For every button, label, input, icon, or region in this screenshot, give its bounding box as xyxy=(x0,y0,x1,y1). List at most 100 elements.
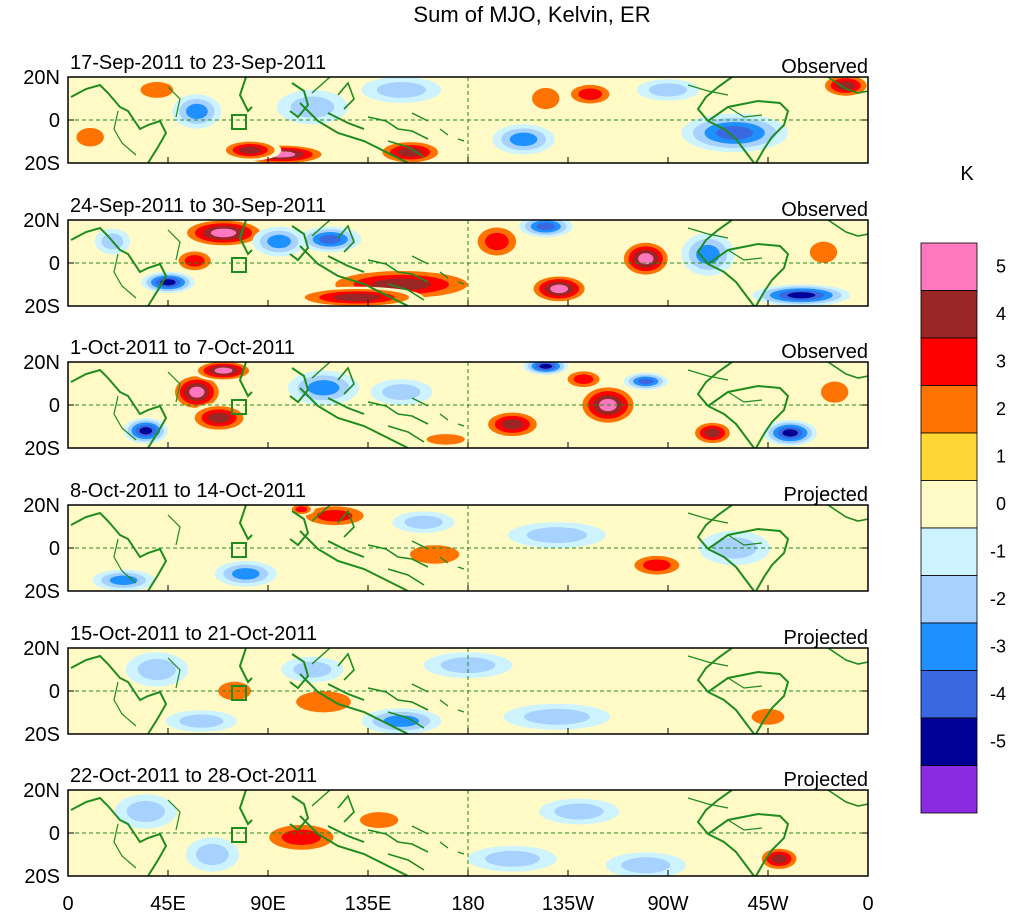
contour-band xyxy=(179,714,224,728)
contour-band xyxy=(76,127,104,147)
contour-band xyxy=(404,515,443,529)
panel-status-label: Projected xyxy=(784,627,869,649)
contour-band xyxy=(426,434,465,445)
contour-band xyxy=(139,427,153,435)
colorbar-swatch xyxy=(920,242,978,291)
contour-band xyxy=(307,380,340,396)
colorbar-units-label: K xyxy=(960,163,974,185)
contour-band xyxy=(573,374,594,384)
y-tick-label: 20S xyxy=(24,724,60,746)
contour-band xyxy=(137,658,177,681)
contour-band xyxy=(239,146,262,154)
contour-band xyxy=(782,429,798,437)
y-tick-label: 20N xyxy=(23,210,60,232)
figure-title: Sum of MJO, Kelvin, ER xyxy=(413,2,650,27)
colorbar-swatch xyxy=(920,385,978,434)
contour-band xyxy=(196,843,229,866)
x-tick-label: 45E xyxy=(150,893,186,915)
panel-period-label: 8-Oct-2011 to 14-Oct-2011 xyxy=(70,480,306,502)
contour-band xyxy=(539,363,553,369)
map-panel xyxy=(67,361,869,449)
contour-band xyxy=(501,419,524,430)
colorbar-swatch xyxy=(920,337,978,386)
x-tick-label: 0 xyxy=(862,893,873,915)
colorbar-tick-label: -4 xyxy=(990,684,1006,704)
y-tick-label: 0 xyxy=(49,395,60,417)
colorbar-swatch xyxy=(920,480,978,529)
contour-band xyxy=(771,854,787,864)
contour-band xyxy=(643,559,671,571)
panel-period-label: 17-Sep-2011 to 23-Sep-2011 xyxy=(70,52,326,74)
x-tick-label: 135E xyxy=(345,893,392,915)
contour-band xyxy=(189,386,205,398)
contour-band xyxy=(648,83,688,97)
contour-band xyxy=(140,81,174,98)
contour-band xyxy=(184,255,205,267)
colorbar-tick-label: 5 xyxy=(996,257,1006,277)
x-tick-label: 0 xyxy=(62,893,73,915)
colorbar-tick-label: 2 xyxy=(996,399,1006,419)
contour-band xyxy=(554,803,604,820)
contour-band xyxy=(333,293,381,302)
contour-band xyxy=(371,278,431,291)
colorbar-tick-label: 4 xyxy=(996,304,1006,324)
contour-band xyxy=(809,241,838,263)
y-tick-label: 0 xyxy=(49,253,60,275)
contour-band xyxy=(410,545,460,564)
panel-period-label: 24-Sep-2011 to 30-Sep-2011 xyxy=(70,195,326,217)
contour-band xyxy=(210,228,237,238)
contour-band xyxy=(319,234,342,244)
contour-band xyxy=(316,510,353,522)
contour-band xyxy=(359,812,399,829)
contour-band xyxy=(485,850,540,867)
contour-band xyxy=(295,506,308,513)
contour-band xyxy=(704,428,721,438)
y-tick-label: 20S xyxy=(24,296,60,318)
contour-band xyxy=(296,691,351,713)
colorbar-tick-label: 0 xyxy=(996,494,1006,514)
panel-status-label: Projected xyxy=(784,769,869,791)
x-tick-label: 135W xyxy=(542,893,594,915)
y-tick-label: 20N xyxy=(23,638,60,660)
colorbar-tick-label: -1 xyxy=(990,542,1006,562)
contour-band xyxy=(550,284,568,294)
contour-band xyxy=(836,81,856,91)
map-panel xyxy=(67,219,869,307)
panel-status-label: Observed xyxy=(781,341,868,363)
contour-band xyxy=(267,234,291,249)
contour-band xyxy=(208,412,230,424)
y-tick-label: 20S xyxy=(24,581,60,603)
contour-band xyxy=(751,708,785,725)
y-tick-label: 0 xyxy=(49,681,60,703)
map-panel xyxy=(67,789,869,877)
contour-band xyxy=(383,715,420,727)
colorbar-tick-label: 3 xyxy=(996,352,1006,372)
map-panel xyxy=(67,76,869,164)
y-tick-label: 0 xyxy=(49,538,60,560)
colorbar-tick-label: -5 xyxy=(990,732,1006,752)
x-tick-label: 90W xyxy=(647,893,688,915)
contour-band xyxy=(231,568,260,580)
colorbar-swatch xyxy=(920,527,978,576)
contour-band xyxy=(787,292,816,299)
y-tick-label: 20N xyxy=(23,780,60,802)
colorbar-swatch xyxy=(920,765,978,814)
contour-band xyxy=(820,381,849,403)
panel-period-label: 15-Oct-2011 to 21-Oct-2011 xyxy=(70,623,317,645)
y-tick-label: 0 xyxy=(49,823,60,845)
contour-band xyxy=(376,81,426,98)
contour-band xyxy=(165,515,237,559)
x-tick-label: 90E xyxy=(250,893,286,915)
y-tick-label: 20S xyxy=(24,438,60,460)
contour-band xyxy=(638,378,654,385)
colorbar-swatch xyxy=(920,622,978,671)
panel-period-label: 1-Oct-2011 to 7-Oct-2011 xyxy=(70,337,295,359)
y-tick-label: 20N xyxy=(23,67,60,89)
colorbar-tick-label: -3 xyxy=(990,637,1006,657)
contour-band xyxy=(382,384,421,401)
panel-status-label: Observed xyxy=(781,56,868,78)
contour-band xyxy=(485,232,509,251)
contour-band xyxy=(526,527,587,544)
contour-band xyxy=(524,708,590,725)
